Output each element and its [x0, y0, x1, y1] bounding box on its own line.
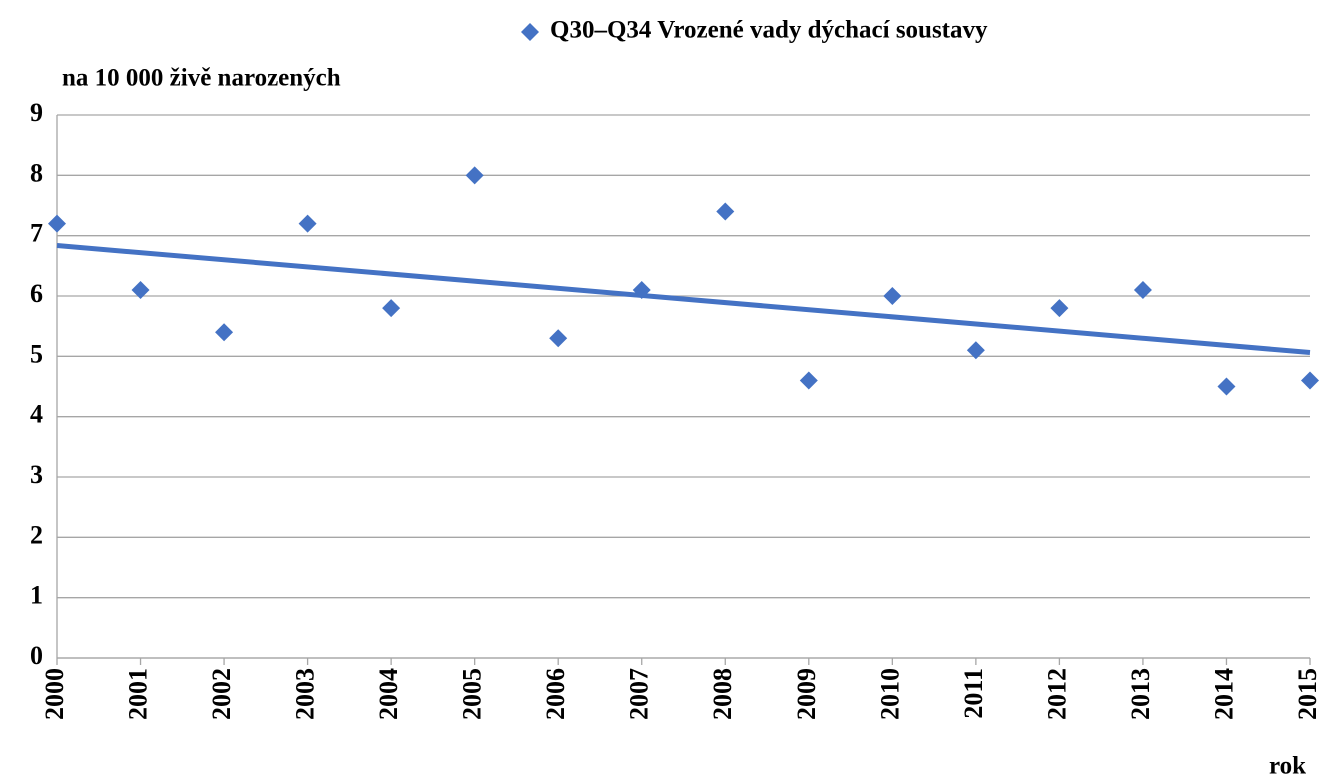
- point: [48, 214, 66, 233]
- point: [883, 287, 902, 305]
- point: [298, 214, 317, 233]
- point: [549, 329, 568, 348]
- trend-line: [56, 243, 1311, 356]
- point: [632, 280, 651, 299]
- point: [716, 202, 735, 221]
- point: [215, 323, 234, 342]
- y-tick-label: 6: [30, 279, 43, 308]
- x-axis-label: rok: [1269, 753, 1306, 780]
- x-tick-label: 2007: [625, 668, 654, 720]
- y-tick-label: 2: [30, 520, 43, 549]
- x-tick-label: 2013: [1126, 668, 1155, 720]
- x-tick-label: 2001: [124, 668, 153, 720]
- y-axis-label: na 10 000 živě narozených: [62, 65, 341, 92]
- x-tick-label: 2012: [1042, 668, 1071, 720]
- x-tick-label: 2009: [792, 668, 821, 720]
- y-tick-label: 7: [30, 219, 43, 248]
- x-tick-label: 2011: [959, 668, 988, 719]
- y-tick-label: 3: [30, 460, 43, 489]
- y-tick-label: 5: [30, 339, 43, 368]
- x-tick-label: 2002: [207, 668, 236, 720]
- point: [382, 299, 401, 318]
- x-tick-label: 2014: [1209, 668, 1238, 720]
- y-tick-label: 8: [30, 158, 43, 187]
- y-tick-label: 4: [30, 400, 43, 429]
- point: [799, 371, 818, 390]
- legend-marker: [521, 23, 539, 41]
- point: [1217, 377, 1236, 396]
- y-tick-label: 0: [30, 641, 43, 670]
- legend-label: Q30–Q34 Vrozené vady dýchací soustavy: [550, 17, 988, 44]
- point: [465, 166, 484, 185]
- x-tick-label: 2004: [374, 668, 403, 720]
- point: [131, 280, 150, 299]
- y-tick-label: 9: [30, 98, 43, 127]
- x-tick-label: 2000: [40, 668, 69, 720]
- x-tick-label: 2003: [291, 668, 320, 720]
- x-tick-label: 2010: [875, 668, 904, 720]
- x-tick-label: 2006: [541, 668, 570, 720]
- point: [1050, 299, 1069, 318]
- point: [966, 341, 985, 360]
- x-tick-label: 2005: [458, 668, 487, 720]
- x-tick-label: 2015: [1293, 668, 1322, 720]
- point: [1301, 371, 1319, 390]
- point: [1133, 280, 1152, 299]
- x-tick-label: 2008: [708, 668, 737, 720]
- y-tick-label: 1: [30, 581, 43, 610]
